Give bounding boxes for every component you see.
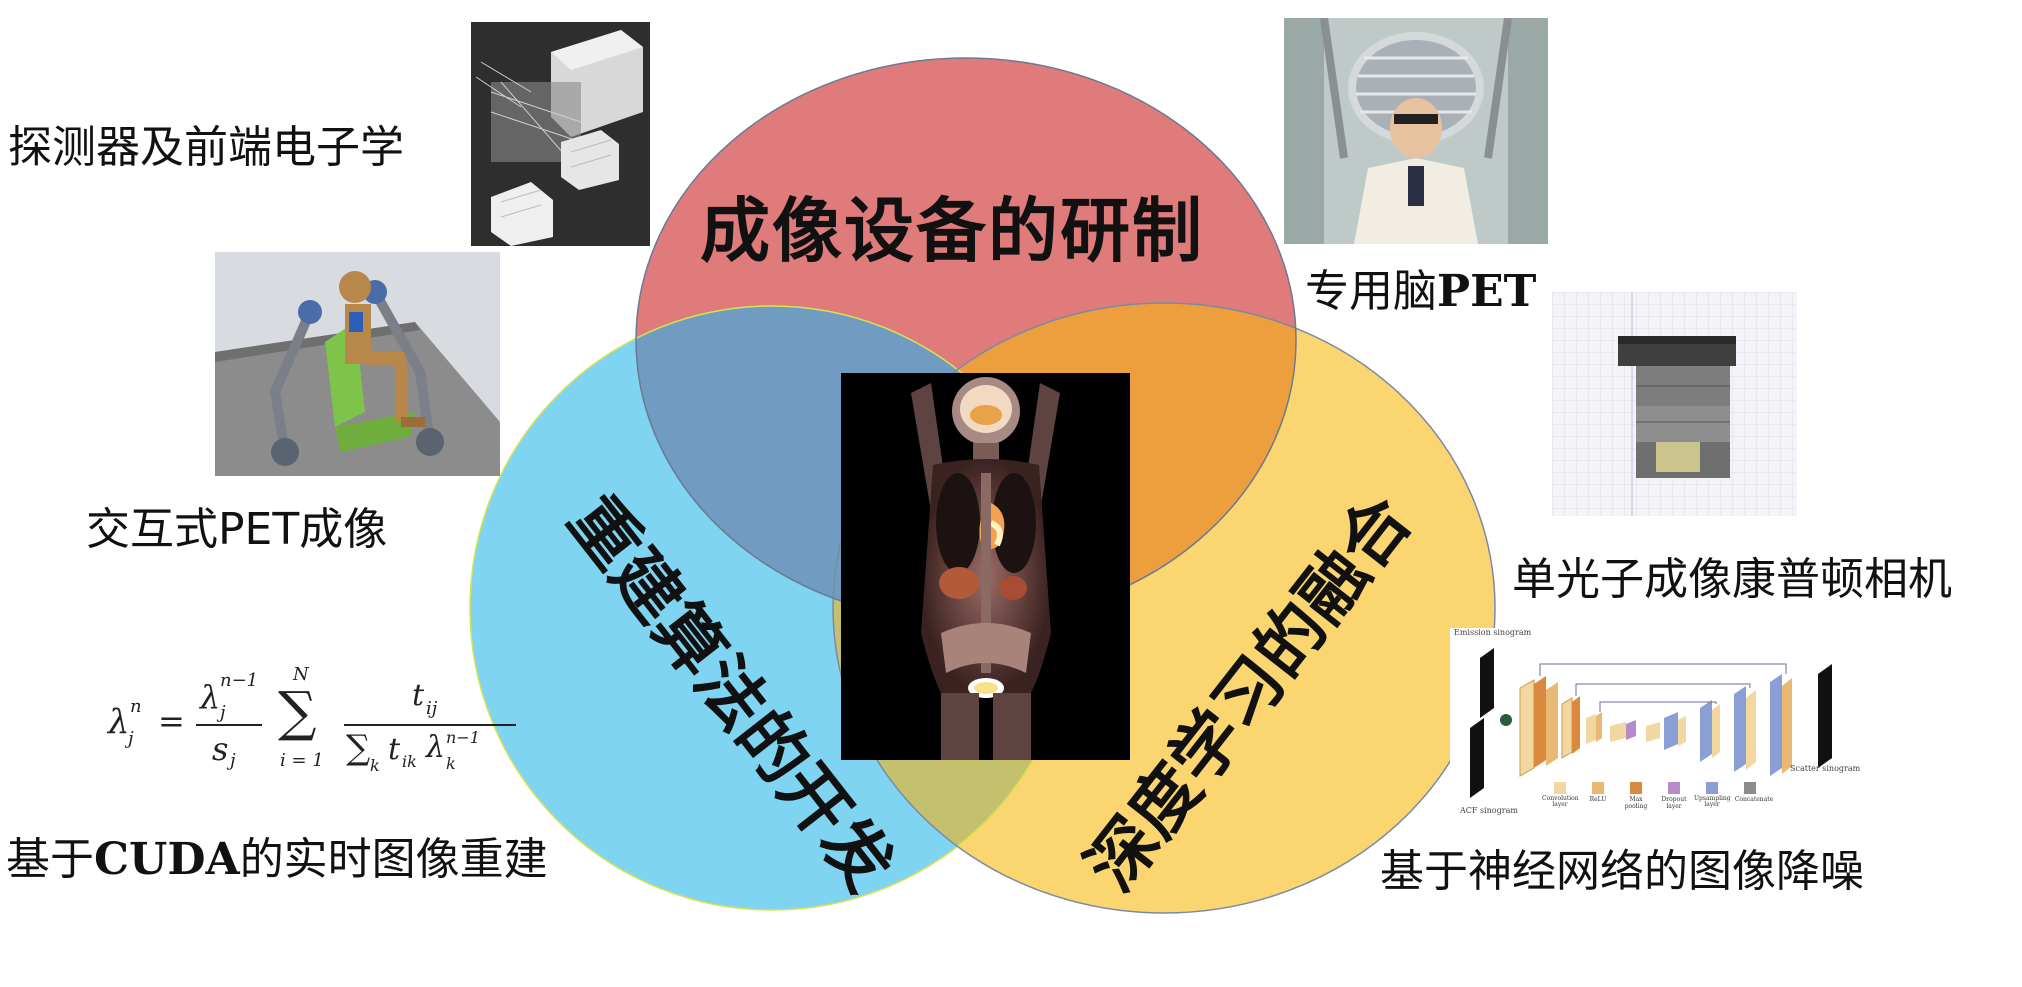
formula-den: s xyxy=(212,730,229,768)
net-legend-item: Concatenate xyxy=(1734,796,1774,803)
label-cuda-suffix: 的实时图像重建 xyxy=(239,834,548,885)
formula-den-l-sub: k xyxy=(446,754,456,773)
formula-num-sup: n−1 xyxy=(220,670,259,691)
label-cuda-bold: CUDA xyxy=(94,834,240,885)
formula-den-t: t xyxy=(388,732,401,767)
unet-diagram: Emission sinogram ACF sinogram Scatter s… xyxy=(1450,628,1890,828)
formula-sum: ∑ xyxy=(278,680,317,743)
label-compton-camera: 单光子成像康普顿相机 xyxy=(1512,554,1952,605)
net-second-input-label: ACF sinogram xyxy=(1460,806,1518,815)
formula-lhs-sup: n xyxy=(130,696,142,717)
interactive-pet-robot-render xyxy=(215,252,500,476)
formula-eq: = xyxy=(158,702,185,740)
net-input-label: Emission sinogram xyxy=(1454,628,1532,637)
formula-bar-1 xyxy=(196,724,262,726)
net-legend: Convolution layer ReLU Max pooling Dropo… xyxy=(1542,795,1802,811)
formula-frac-num-sub: ij xyxy=(426,698,438,719)
net-legend-item: Dropout layer xyxy=(1661,796,1687,810)
formula-sum-top: N xyxy=(293,664,309,685)
net-output-label: Scatter sinogram xyxy=(1790,764,1861,773)
osem-formula: λ n j = λ n−1 j s j N ∑ i = 1 t ij ∑ k t… xyxy=(100,664,520,788)
brain-pet-photo xyxy=(1284,18,1548,244)
label-brain-pet-bold: PET xyxy=(1437,266,1537,317)
compton-camera-render xyxy=(1552,292,1797,516)
formula-num: λ xyxy=(200,678,221,716)
unet-graphic xyxy=(1470,648,1832,798)
label-cuda-reconstruction: 基于CUDA的实时图像重建 xyxy=(6,838,548,882)
detector-photo xyxy=(471,22,650,246)
formula-lhs: λ xyxy=(108,702,130,742)
net-legend-item: Upsampling layer xyxy=(1694,795,1731,808)
label-brain-pet: 专用脑PET xyxy=(1305,270,1536,314)
formula-den-l-sup: n−1 xyxy=(446,728,480,747)
net-legend-item: Max pooling xyxy=(1624,796,1648,810)
venn-top-label: 成像设备的研制 xyxy=(700,190,1204,272)
formula-den-t-sub: ik xyxy=(402,752,417,771)
pet-ct-body-image xyxy=(841,373,1130,760)
label-detector-electronics: 探测器及前端电子学 xyxy=(8,122,404,173)
net-legend-item: ReLU xyxy=(1589,796,1607,803)
formula-num-sub: j xyxy=(220,702,226,723)
net-legend-item: Convolution layer xyxy=(1542,795,1579,808)
formula-frac-num: t xyxy=(412,678,425,713)
formula-den-sum: ∑ xyxy=(346,728,371,768)
formula-lhs-sub: j xyxy=(128,728,134,749)
formula-den-sub: j xyxy=(230,750,236,771)
formula-bar-2 xyxy=(344,724,516,726)
formula-den-l: λ xyxy=(426,730,446,765)
label-interactive-pet: 交互式PET成像 xyxy=(86,504,388,555)
label-nn-denoising: 基于神经网络的图像降噪 xyxy=(1380,846,1864,897)
formula-sum-bottom: i = 1 xyxy=(280,750,324,771)
formula-den-sum-sub: k xyxy=(370,756,380,775)
label-brain-pet-prefix: 专用脑 xyxy=(1305,266,1437,317)
label-cuda-prefix: 基于 xyxy=(6,834,94,885)
